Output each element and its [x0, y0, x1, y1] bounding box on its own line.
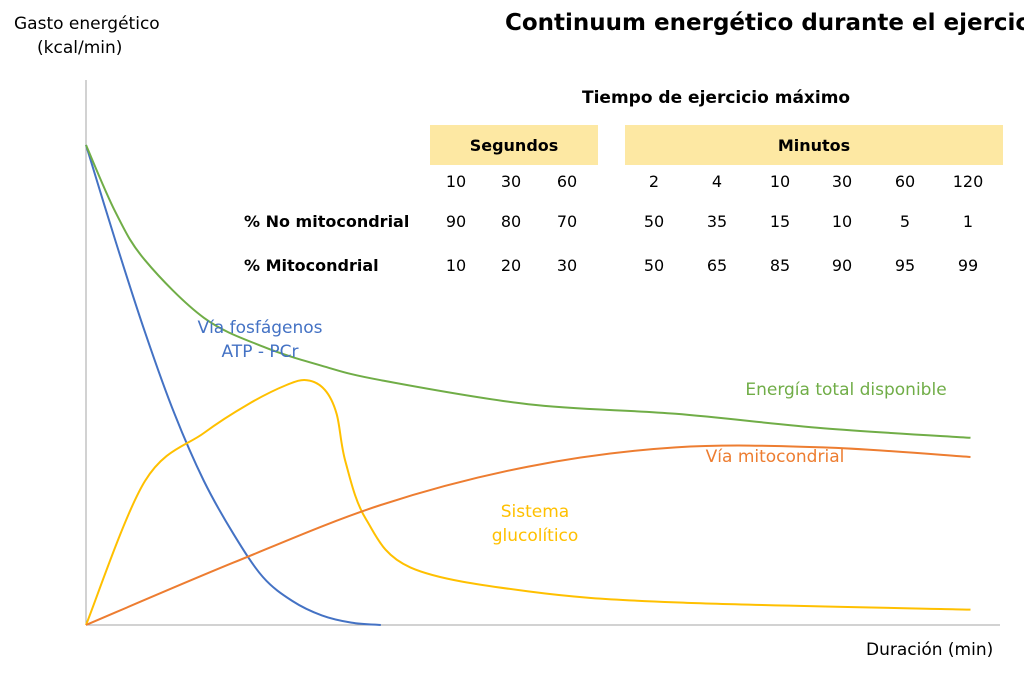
table-value-cell: 50	[643, 212, 665, 231]
table-title: Tiempo de ejercicio máximo	[582, 88, 851, 108]
table-value-cell: 80	[500, 212, 522, 231]
series-label-line: Energía total disponible	[745, 380, 947, 400]
x-axis-label: Duración (min)	[866, 640, 994, 660]
table-time-cell: 4	[711, 172, 723, 191]
chart-title: Continuum energético durante el ejercici…	[505, 10, 1024, 36]
label-glucolitico: Sistema glucolítico	[470, 500, 600, 548]
series-label-line: Vía mitocondrial	[705, 447, 845, 467]
label-mitocondrial: Vía mitocondrial	[690, 445, 860, 469]
table-time-cell: 120	[952, 172, 984, 191]
series-label-line: Vía fosfágenos	[197, 318, 323, 338]
table-value-cell: 20	[500, 256, 522, 275]
y-axis-label: Gasto energético (kcal/min)	[14, 12, 164, 60]
label-total: Energía total disponible	[728, 378, 964, 402]
y-axis-label-line-1: Gasto energético	[14, 14, 160, 34]
table-row-label: % Mitocondrial	[244, 256, 379, 275]
table-value-cell: 5	[899, 212, 911, 231]
table-value-cell: 10	[445, 256, 467, 275]
table-value-cell: 85	[769, 256, 791, 275]
label-fosfagenos: Vía fosfágenos ATP - PCr	[160, 316, 360, 364]
table-value-cell: 10	[831, 212, 853, 231]
series-line-glucolitico	[85, 379, 971, 626]
table-time-cell: 60	[894, 172, 916, 191]
table-time-cell: 60	[556, 172, 578, 191]
table-time-cell: 30	[500, 172, 522, 191]
table-group-seconds: Segundos	[430, 125, 598, 165]
y-axis-label-line-2: (kcal/min)	[37, 38, 123, 58]
table-row-label: % No mitocondrial	[244, 212, 410, 231]
table-time-cell: 10	[769, 172, 791, 191]
table-value-cell: 1	[962, 212, 974, 231]
series-label-line: Sistema	[500, 502, 570, 522]
table-value-cell: 99	[957, 256, 979, 275]
table-value-cell: 15	[769, 212, 791, 231]
series-label-line: glucolítico	[491, 526, 579, 546]
table-value-cell: 90	[445, 212, 467, 231]
table-value-cell: 50	[643, 256, 665, 275]
table-value-cell: 65	[706, 256, 728, 275]
table-time-cell: 2	[648, 172, 660, 191]
table-value-cell: 30	[556, 256, 578, 275]
table-time-cell: 30	[831, 172, 853, 191]
series-line-fosfagenos	[85, 144, 381, 626]
table-value-cell: 90	[831, 256, 853, 275]
series-line-mitocondrial	[85, 444, 971, 626]
table-time-cell: 10	[445, 172, 467, 191]
series-layer	[85, 144, 971, 626]
table-value-cell: 95	[894, 256, 916, 275]
series-line-total	[85, 144, 971, 439]
table-group-minutes: Minutos	[625, 125, 1003, 165]
series-label-line: ATP - PCr	[221, 342, 299, 362]
table-value-cell: 70	[556, 212, 578, 231]
table-value-cell: 35	[706, 212, 728, 231]
